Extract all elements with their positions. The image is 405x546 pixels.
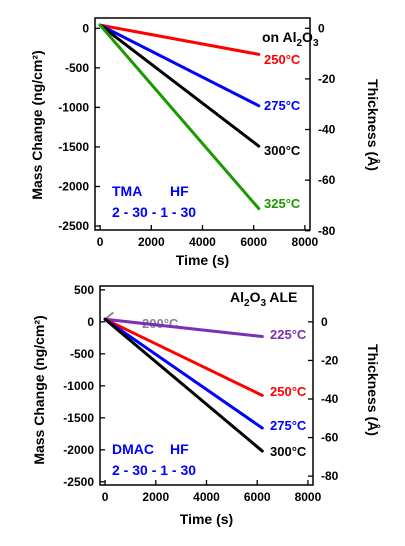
y-axis-title: Mass Change (ng/cm²): [31, 315, 47, 464]
chart-title: Al2O3 ALE: [230, 289, 297, 309]
series-label: 275°C: [270, 418, 307, 433]
x-axis-title: Time (s): [180, 511, 233, 527]
series-line: [98, 23, 261, 211]
y-right-tick-label: -20: [318, 72, 336, 86]
y-tick-label: -500: [65, 61, 89, 75]
chart-2: 0 2000 4000 6000 8000 500 0 -500 -1000 -1500 -2000…: [31, 283, 381, 527]
series-label: 325°C: [264, 196, 301, 211]
y-tick-label: 0: [87, 315, 94, 329]
y-tick-label: 500: [74, 283, 94, 297]
y-right-tick-label: -60: [318, 173, 336, 187]
title-subscript: 3: [260, 298, 266, 309]
x-tick-label: 8000: [295, 490, 322, 504]
title-subscript: 3: [313, 38, 319, 49]
series-line: [98, 23, 261, 108]
y-tick-label: -2000: [63, 443, 94, 457]
series-label: 300°C: [264, 143, 301, 158]
title-subscript: 2: [244, 298, 250, 309]
annotation-text: TMA: [112, 183, 142, 199]
series-line: [98, 23, 261, 148]
series-line: [103, 317, 264, 430]
y-right-tick-label: 0: [318, 21, 325, 35]
series-line: [98, 23, 261, 56]
y-tick-label: -1000: [63, 379, 94, 393]
y-right-axis-title: Thickness (Å): [365, 79, 381, 171]
annotation-text: DMAC: [112, 441, 154, 457]
y-axis-title: Mass Change (ng/cm²): [29, 50, 45, 199]
y-right-tick-label: -40: [318, 123, 336, 137]
title-part: Al: [230, 289, 244, 305]
x-tick-label: 0: [102, 490, 109, 504]
series-label: 250°C: [270, 384, 307, 399]
x-tick-label: 8000: [292, 235, 319, 249]
x-tick-label: 0: [97, 235, 104, 249]
y-tick-label: -2000: [58, 179, 89, 193]
annotation-text: 2 - 30 - 1 - 30: [112, 462, 196, 478]
y-tick-label: -1000: [58, 100, 89, 114]
series-line: [103, 317, 264, 397]
series-line: [103, 317, 264, 453]
y-right-tick-label: 0: [321, 315, 328, 329]
annotation-text: HF: [170, 183, 189, 199]
chart-title: on Al2O3: [262, 29, 319, 49]
y-tick-label: -2500: [63, 475, 94, 489]
x-tick-label: 6000: [240, 235, 267, 249]
series-label: 225°C: [270, 327, 307, 342]
annotation-text: HF: [170, 441, 189, 457]
x-tick-label: 4000: [189, 235, 216, 249]
y-right-tick-label: -20: [321, 353, 339, 367]
y-right-tick-label: -80: [318, 224, 336, 238]
x-tick-label: 6000: [244, 490, 271, 504]
series-label: 250°C: [264, 52, 301, 67]
x-axis-title: Time (s): [176, 252, 229, 268]
title-part: O: [302, 29, 313, 45]
y-tick-label: -1500: [58, 140, 89, 154]
series-label: 300°C: [270, 444, 307, 459]
x-tick-label: 2000: [138, 235, 165, 249]
y-right-tick-label: -80: [321, 469, 339, 483]
series-line: [103, 317, 264, 339]
y-right-tick-label: -60: [321, 431, 339, 445]
y-tick-label: -1500: [63, 411, 94, 425]
annotation-text: 2 - 30 - 1 - 30: [112, 204, 196, 220]
x-tick-label: 2000: [142, 490, 169, 504]
y-tick-label: 0: [82, 21, 89, 35]
x-tick-label: 4000: [193, 490, 220, 504]
y-right-tick-label: -40: [321, 392, 339, 406]
y-tick-label: -500: [70, 347, 94, 361]
chart-1: 0 2000 4000 6000 8000 0 -500 -1000 -1500 -2000 -25…: [29, 17, 381, 268]
title-part: O: [250, 289, 261, 305]
y-tick-label: -2500: [58, 219, 89, 233]
y-right-axis-title: Thickness (Å): [365, 344, 381, 436]
series-label: 275°C: [264, 98, 301, 113]
title-part: on Al: [262, 29, 296, 45]
title-part: ALE: [266, 289, 297, 305]
title-subscript: 2: [296, 38, 302, 49]
